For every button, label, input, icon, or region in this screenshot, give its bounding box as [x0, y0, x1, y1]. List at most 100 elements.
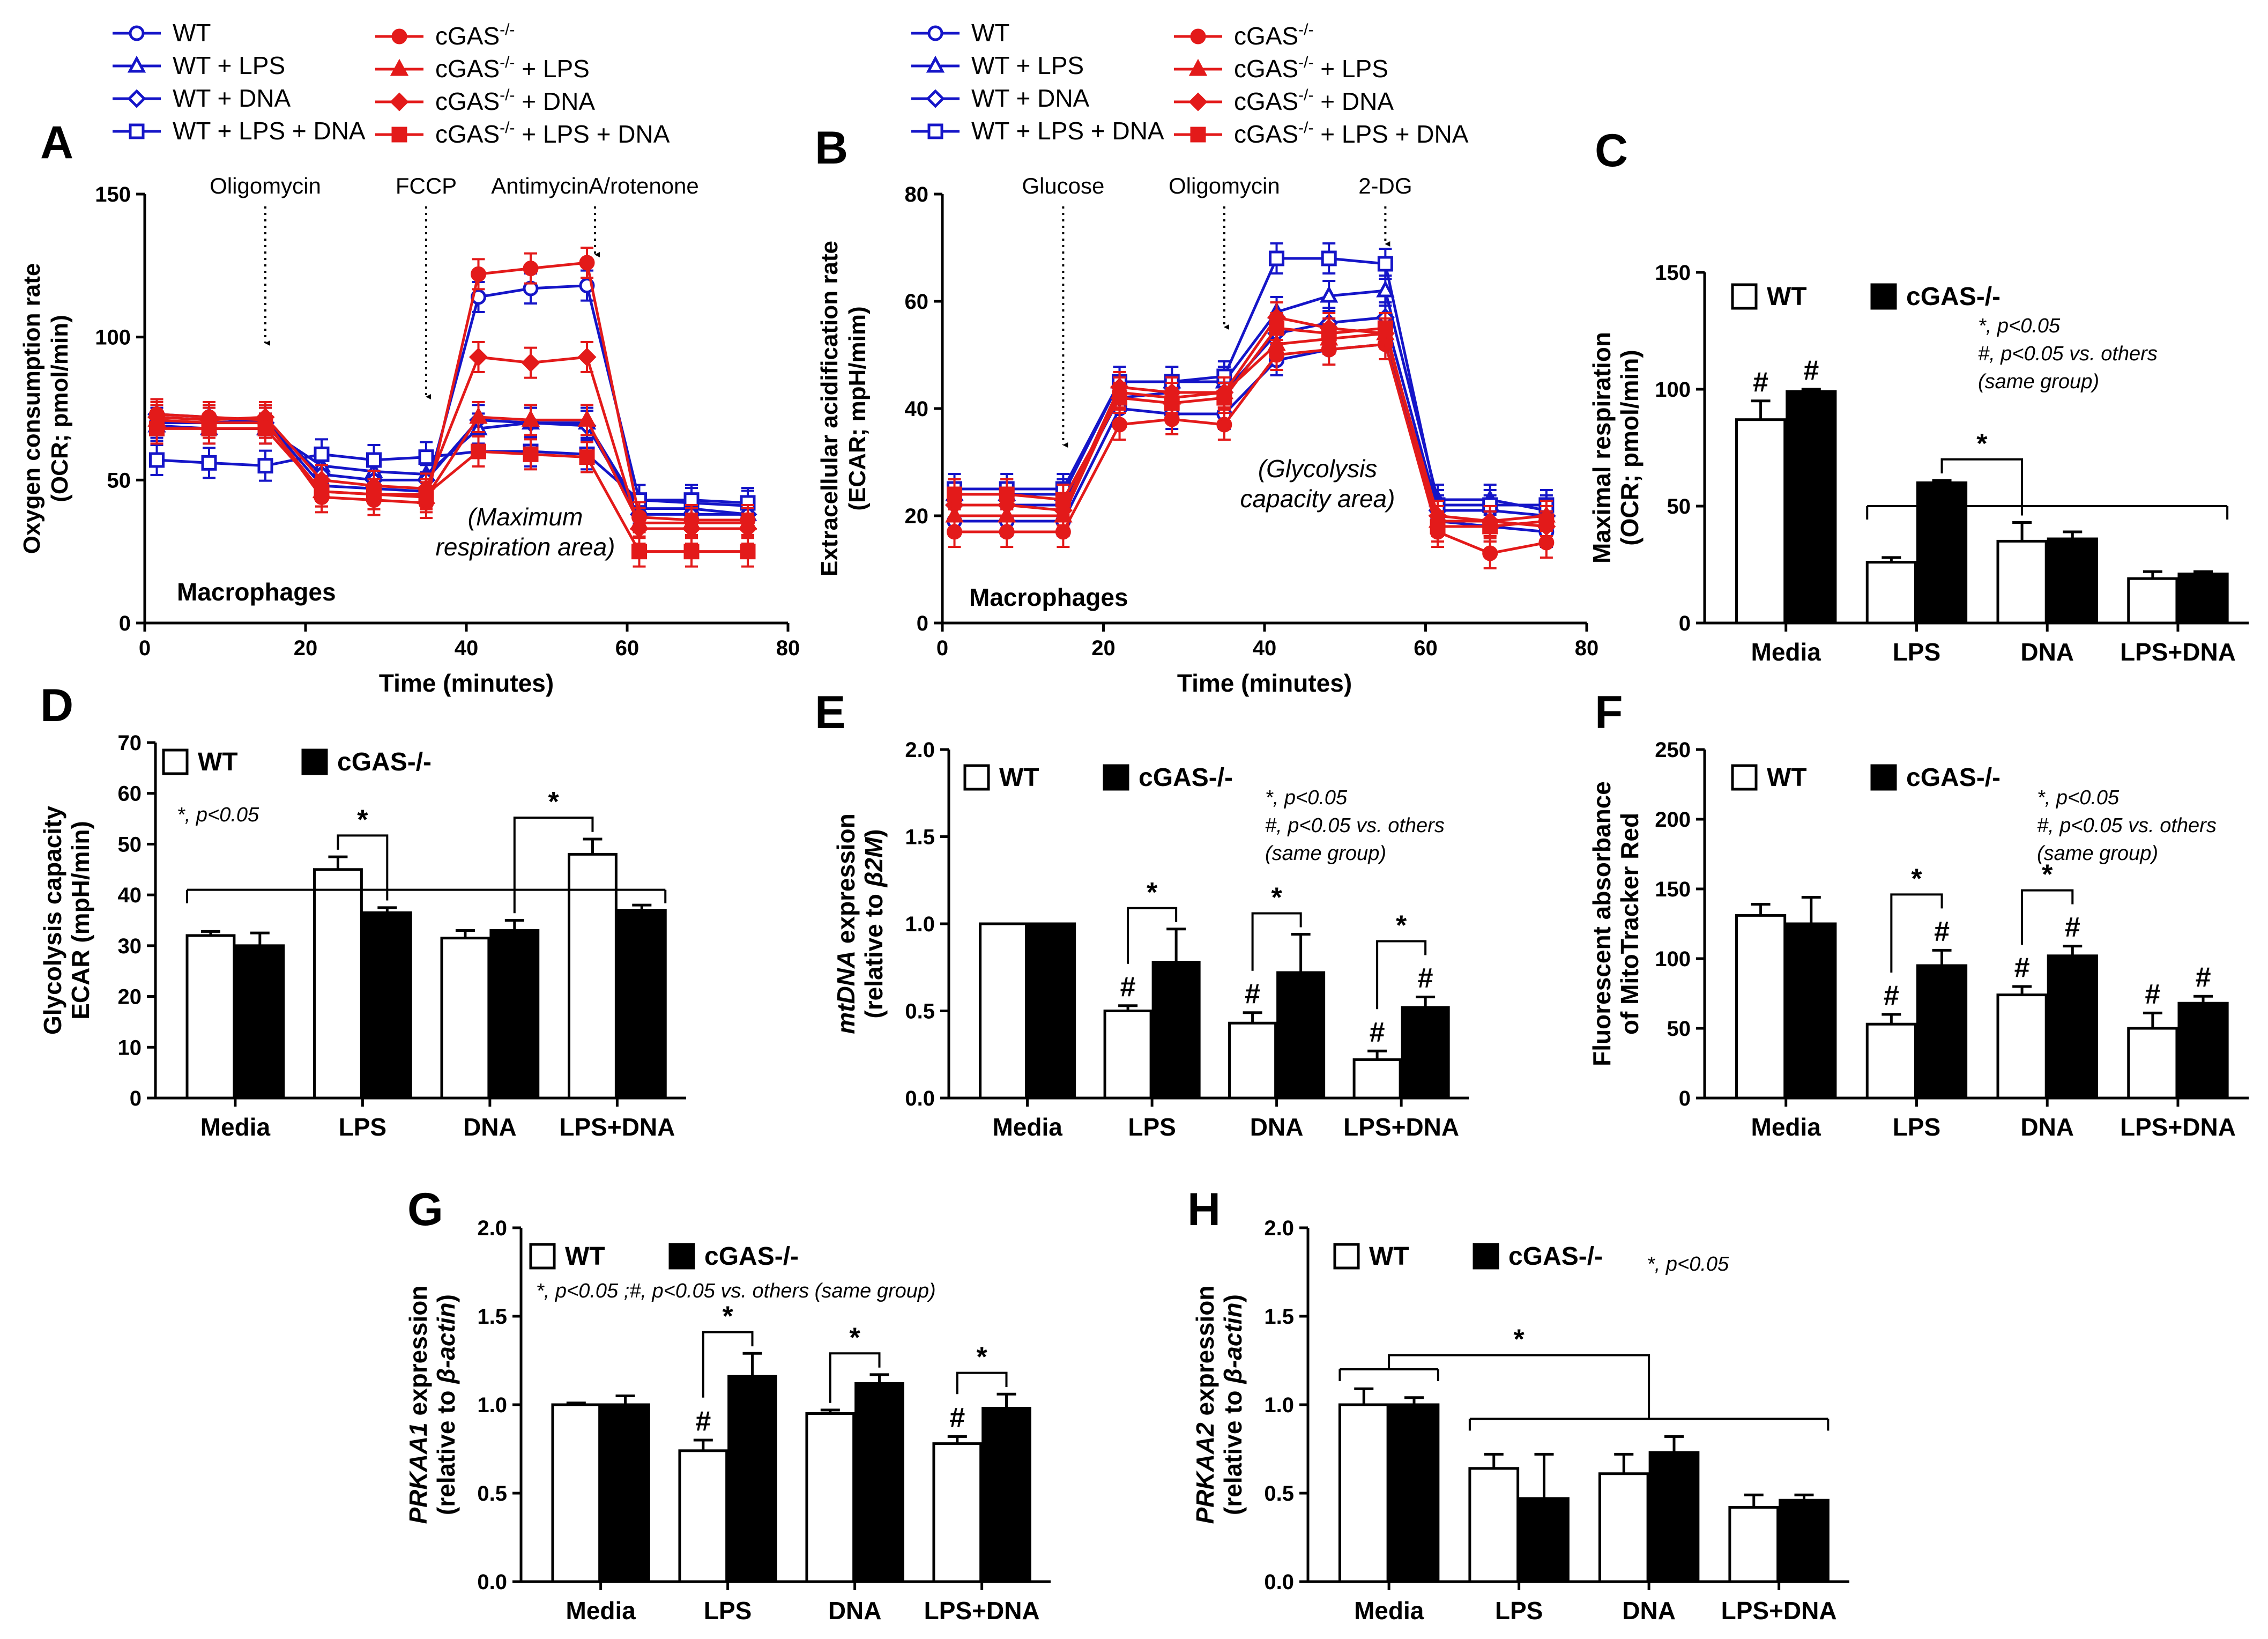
- chart-H: 0.0 0.5 1.0 1.5 2.0 PRKAA2 expression(relativ…: [1191, 1217, 1849, 1625]
- data-point: [149, 452, 165, 468]
- bar-ko: [1779, 1499, 1830, 1583]
- legend-label-wt: WT + DNA: [971, 84, 1090, 112]
- legend-label-ko: cGAS-/- + DNA: [1234, 86, 1394, 115]
- significance-hash: #: [1803, 355, 1819, 386]
- y-tick-label: 50: [1667, 495, 1691, 518]
- x-tick-label: Media: [566, 1597, 636, 1625]
- significance-star: *: [548, 787, 560, 818]
- legend-label-ko: cGAS-/-: [1234, 21, 1313, 50]
- data-point: [418, 486, 434, 502]
- series-line: [157, 450, 748, 505]
- significance-hash: #: [1884, 980, 1899, 1011]
- bar-wt: [568, 852, 618, 1100]
- legend-label-ko: cGAS-/- + LPS + DNA: [1234, 119, 1469, 148]
- y-axis-title: PRKAA2 expression(relative to β-actin): [1191, 1286, 1247, 1524]
- x-tick-label: LPS: [704, 1597, 752, 1625]
- significance-hash: #: [1753, 367, 1768, 398]
- bar-ko: [1519, 1497, 1570, 1583]
- y-tick-label: 80: [905, 183, 929, 206]
- y-tick-label: 250: [1655, 738, 1691, 762]
- comparison-bracket: [337, 834, 389, 901]
- comparison-bracket: [1127, 907, 1178, 964]
- bar-wt: [1735, 914, 1787, 1100]
- data-point: [418, 449, 434, 465]
- data-point: [471, 443, 486, 459]
- x-tick-label: LPS: [339, 1113, 386, 1141]
- x-tick-label: 20: [294, 636, 318, 660]
- data-point: [579, 449, 595, 465]
- data-point: [740, 544, 756, 560]
- legend-marker: [127, 89, 146, 108]
- significance-star: *: [977, 1342, 988, 1373]
- data-point: [631, 544, 647, 560]
- stat-note: (same group): [1978, 370, 2099, 393]
- bar-ko: [981, 1407, 1031, 1583]
- chart-F: 0 50 100 150 200 250 Fluorescent absorbance of …: [1588, 738, 2249, 1141]
- significance-hash: #: [1934, 916, 1950, 947]
- bar-wt: [1103, 1010, 1152, 1100]
- data-point: [1482, 545, 1498, 561]
- y-tick-label: 0.0: [1264, 1570, 1294, 1594]
- panel-letter: D: [40, 680, 73, 731]
- data-point: [257, 420, 273, 436]
- y-tick-label: 20: [118, 985, 142, 1009]
- bar-ko: [2047, 954, 2098, 1100]
- y-axis-title: Maximal respiration (OCR; pmol/min): [1588, 332, 1644, 563]
- injection-label: 2-DG: [1358, 173, 1412, 198]
- significance-hash: #: [949, 1402, 965, 1433]
- data-point: [577, 410, 597, 427]
- data-point: [1430, 518, 1446, 535]
- stat-note: (same group): [1265, 842, 1386, 865]
- significance-hash: #: [2145, 978, 2160, 1010]
- x-tick-label: 0: [936, 636, 948, 660]
- x-tick-label: 40: [455, 636, 479, 660]
- y-axis-ref-post: ): [432, 1294, 460, 1302]
- x-tick-label: LPS: [1128, 1113, 1176, 1141]
- y-tick-label: 0: [119, 612, 131, 635]
- y-axis-title-line1: Fluorescent absorbance: [1588, 781, 1616, 1066]
- x-tick-label: DNA: [1622, 1597, 1676, 1625]
- stat-note: *, p<0.05: [1978, 315, 2061, 337]
- y-tick-label: 150: [1655, 878, 1691, 901]
- ko-base: cGAS: [435, 22, 500, 50]
- legend-label-wt: WT + LPS + DNA: [971, 117, 1164, 145]
- x-tick-label: 0: [139, 636, 151, 660]
- bar-wt: [932, 1442, 983, 1583]
- ko-suffix: + DNA: [1313, 87, 1394, 115]
- x-tick-label: DNA: [828, 1597, 882, 1625]
- ko-sup: -/-: [500, 54, 515, 71]
- chart-title: Macrophages: [177, 578, 336, 606]
- y-axis-gene: mtDNA: [832, 951, 860, 1034]
- data-point: [1377, 320, 1393, 336]
- legend-marker: [927, 25, 943, 41]
- y-axis-title: Fluorescent absorbance of MitoTracker Red: [1588, 781, 1644, 1066]
- significance-hash: #: [2196, 962, 2211, 993]
- ko-suffix: + DNA: [515, 87, 595, 115]
- ko-base: cGAS: [1234, 87, 1298, 115]
- bar-wt: [440, 937, 490, 1100]
- comparison-bracket: [513, 817, 594, 914]
- legend-marker: [390, 58, 409, 76]
- y-tick-label: 2.0: [905, 738, 935, 762]
- stat-note: #, p<0.05 vs. others: [1265, 814, 1445, 837]
- bar-ko: [2177, 1002, 2229, 1100]
- chart-C: 0 50 100 150 Maximal respiration (OCR; pmol/m…: [1588, 261, 2249, 666]
- legend-box-ko: [301, 748, 328, 775]
- legend-box-wt: [963, 764, 990, 791]
- comparison-bracket: [956, 1371, 1008, 1395]
- ko-suffix: + LPS + DNA: [515, 120, 670, 148]
- y-tick-label: 1.0: [477, 1393, 507, 1417]
- ko-sup: -/-: [500, 119, 515, 137]
- data-point: [1321, 325, 1337, 342]
- bar-ko: [727, 1375, 777, 1583]
- x-tick-label: Media: [1354, 1597, 1424, 1625]
- legend-label-ko: cGAS-/- + LPS: [435, 54, 590, 83]
- bar-ko: [1786, 922, 1837, 1100]
- data-point: [1377, 256, 1393, 272]
- x-tick-label: Media: [1751, 1113, 1821, 1141]
- data-point: [523, 261, 539, 277]
- y-axis-title: Glycolysis capacity ECAR (mpH/min): [39, 806, 94, 1035]
- legend-marker: [927, 123, 943, 139]
- x-tick-label: Media: [200, 1113, 271, 1141]
- x-tick-label: LPS+DNA: [559, 1113, 675, 1141]
